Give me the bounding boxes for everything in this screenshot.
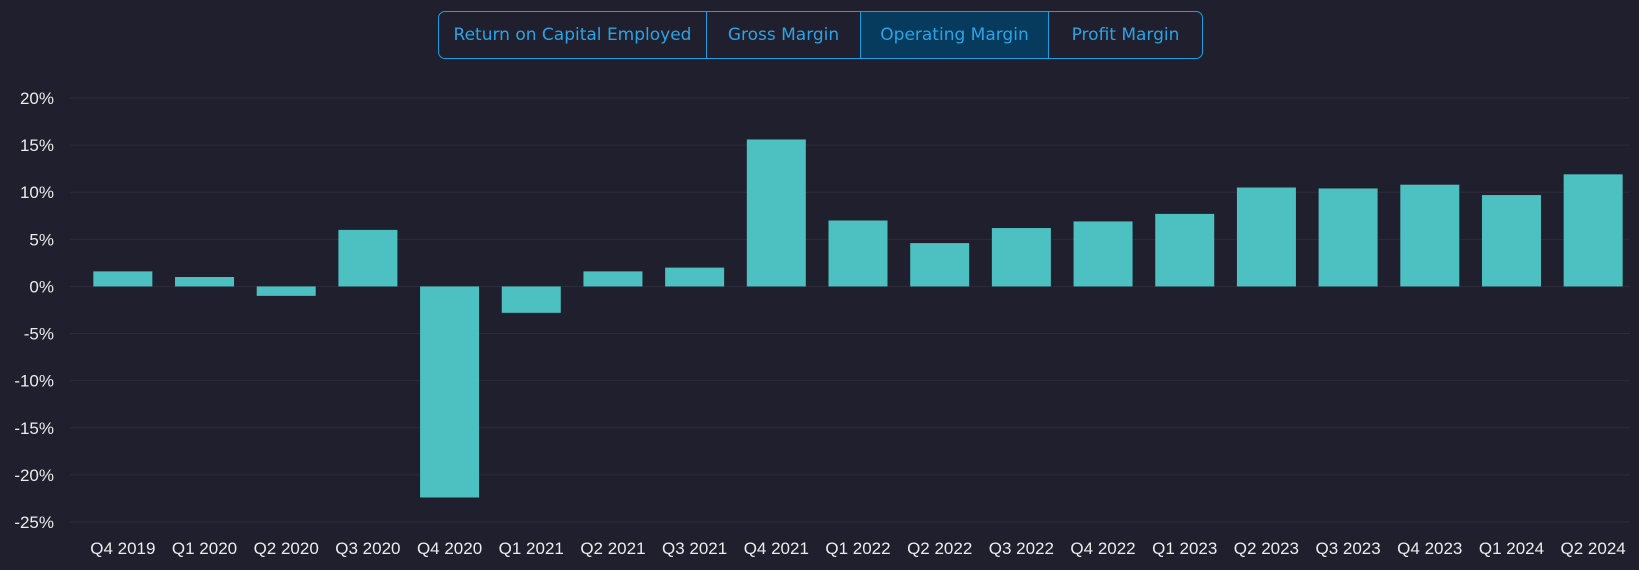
x-tick-label: Q3 2020 (335, 539, 400, 558)
bar-q3-2021[interactable] (665, 267, 725, 287)
x-tick-label: Q4 2021 (744, 539, 809, 558)
bar-q1-2023[interactable] (1155, 213, 1215, 287)
bar-q4-2021[interactable] (746, 139, 806, 287)
y-tick-label: 5% (29, 230, 54, 249)
bar-q4-2019[interactable] (93, 271, 153, 287)
bar-q2-2021[interactable] (583, 271, 643, 287)
x-tick-label: Q3 2023 (1315, 539, 1380, 558)
x-tick-label: Q1 2024 (1479, 539, 1544, 558)
bar-q3-2023[interactable] (1318, 188, 1378, 287)
y-tick-label: -20% (14, 466, 54, 485)
x-tick-label: Q1 2023 (1152, 539, 1217, 558)
bar-q1-2024[interactable] (1481, 195, 1541, 287)
bar-q2-2020[interactable] (256, 286, 316, 296)
bar-q2-2023[interactable] (1236, 187, 1296, 287)
x-tick-label: Q4 2019 (90, 539, 155, 558)
bar-q4-2022[interactable] (1073, 221, 1133, 287)
x-tick-label: Q2 2023 (1234, 539, 1299, 558)
x-tick-label: Q1 2022 (825, 539, 890, 558)
bar-q3-2022[interactable] (991, 228, 1051, 287)
y-tick-label: -10% (14, 372, 54, 391)
x-axis-ticks: Q4 2019 Q1 2020 Q2 2020 Q3 2020 Q4 2020 Q1 20… (90, 539, 1626, 558)
bar-q4-2023[interactable] (1400, 184, 1460, 287)
y-tick-label: 15% (20, 136, 54, 155)
bar-q2-2024[interactable] (1563, 174, 1623, 287)
bar-q1-2020[interactable] (175, 277, 235, 287)
bar-q4-2020[interactable] (420, 286, 480, 498)
x-tick-label: Q4 2023 (1397, 539, 1462, 558)
y-tick-label: 10% (20, 183, 54, 202)
metric-tabs: Return on Capital Employed Gross Margin … (438, 11, 1203, 59)
x-tick-label: Q3 2022 (989, 539, 1054, 558)
x-tick-label: Q2 2022 (907, 539, 972, 558)
x-tick-label: Q3 2021 (662, 539, 727, 558)
bars (93, 139, 1623, 498)
y-tick-label: -25% (14, 513, 54, 532)
x-tick-label: Q4 2022 (1070, 539, 1135, 558)
bar-q3-2020[interactable] (338, 229, 398, 287)
tab-profit-margin[interactable]: Profit Margin (1071, 25, 1180, 45)
y-tick-label: 20% (20, 89, 54, 108)
bar-q1-2021[interactable] (501, 286, 561, 313)
bar-q1-2022[interactable] (828, 220, 888, 287)
x-tick-label: Q1 2021 (499, 539, 564, 558)
x-tick-label: Q2 2020 (254, 539, 319, 558)
tab-gross-margin[interactable]: Gross Margin (707, 12, 861, 58)
y-tick-label: -15% (14, 419, 54, 438)
x-tick-label: Q4 2020 (417, 539, 482, 558)
x-tick-label: Q1 2020 (172, 539, 237, 558)
x-tick-label: Q2 2021 (580, 539, 645, 558)
grid-lines (70, 97, 1630, 523)
tab-return-on-capital-employed[interactable]: Return on Capital Employed (439, 12, 707, 58)
bar-q2-2022[interactable] (910, 243, 970, 287)
x-tick-label: Q2 2024 (1561, 539, 1626, 558)
tab-operating-margin[interactable]: Operating Margin (861, 12, 1049, 58)
y-tick-label: -5% (24, 325, 54, 344)
y-tick-label: 0% (29, 277, 54, 296)
y-axis-ticks: 20% 15% 10% 5% 0% -5% -10% -15% -20% -25% (14, 89, 54, 532)
